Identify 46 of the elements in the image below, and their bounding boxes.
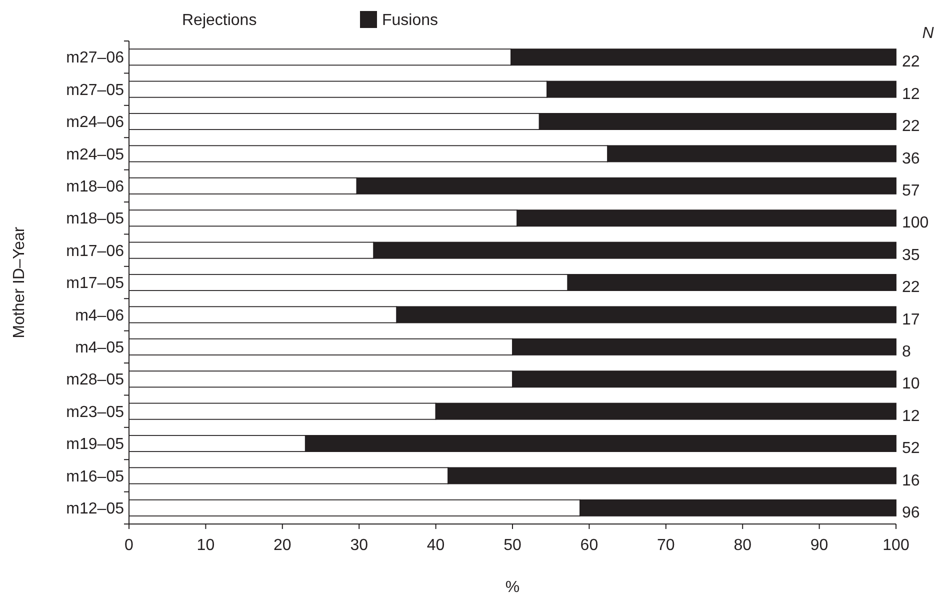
x-tick-label: 100 (882, 537, 910, 554)
x-tick-label: 50 (504, 537, 522, 554)
y-tick-label: m4–05 (75, 340, 124, 356)
text: 17 (902, 311, 920, 328)
y-tick-label: m24–05 (66, 146, 124, 164)
text: 10 (902, 376, 920, 393)
text: 36 (902, 150, 920, 168)
text: 16 (902, 472, 920, 490)
y-tick-label: m12–05 (66, 500, 124, 518)
text: 52 (902, 440, 920, 458)
text: 22 (902, 118, 920, 136)
text: 57 (902, 182, 920, 200)
y-tick-label: m4–06 (75, 307, 124, 324)
text: 96 (902, 504, 920, 522)
y-tick-label: m19–05 (66, 436, 124, 454)
x-tick-label: 80 (734, 537, 752, 554)
y-tick-label: m16–05 (66, 468, 124, 486)
y-tick-label: m17–05 (66, 275, 124, 292)
text: N (922, 25, 934, 42)
text: 12 (902, 408, 920, 425)
text: 22 (902, 279, 920, 296)
text: 100 (902, 214, 929, 232)
text: 8 (902, 344, 911, 360)
y-tick-label: m24–06 (66, 114, 124, 132)
x-tick-label: 30 (350, 537, 368, 554)
text: 22 (902, 54, 920, 71)
x-tick-label: 20 (274, 537, 292, 554)
y-tick-label: m17–06 (66, 242, 124, 260)
x-tick-label: 10 (196, 537, 215, 554)
x-axis-title: % (505, 579, 520, 596)
x-tick-label: 90 (810, 537, 828, 554)
y-tick-label: m27–06 (66, 50, 124, 67)
series-label: Rejections (182, 12, 257, 29)
y-axis-title: Mother ID–Year (11, 226, 28, 338)
text: 35 (902, 246, 920, 264)
x-tick-label: 0 (124, 537, 134, 554)
y-tick-label: m18–05 (66, 210, 124, 228)
y-tick-label: m27–05 (66, 82, 124, 99)
y-tick-label: m28–05 (66, 372, 124, 389)
legend-label: Fusions (382, 12, 438, 29)
text: 12 (902, 86, 920, 103)
x-tick-label: 40 (426, 537, 445, 554)
x-tick-label: 60 (580, 537, 598, 554)
y-tick-label: m23–05 (66, 404, 124, 421)
x-tick-label: 70 (657, 537, 675, 554)
y-tick-label: m18–06 (66, 178, 124, 196)
